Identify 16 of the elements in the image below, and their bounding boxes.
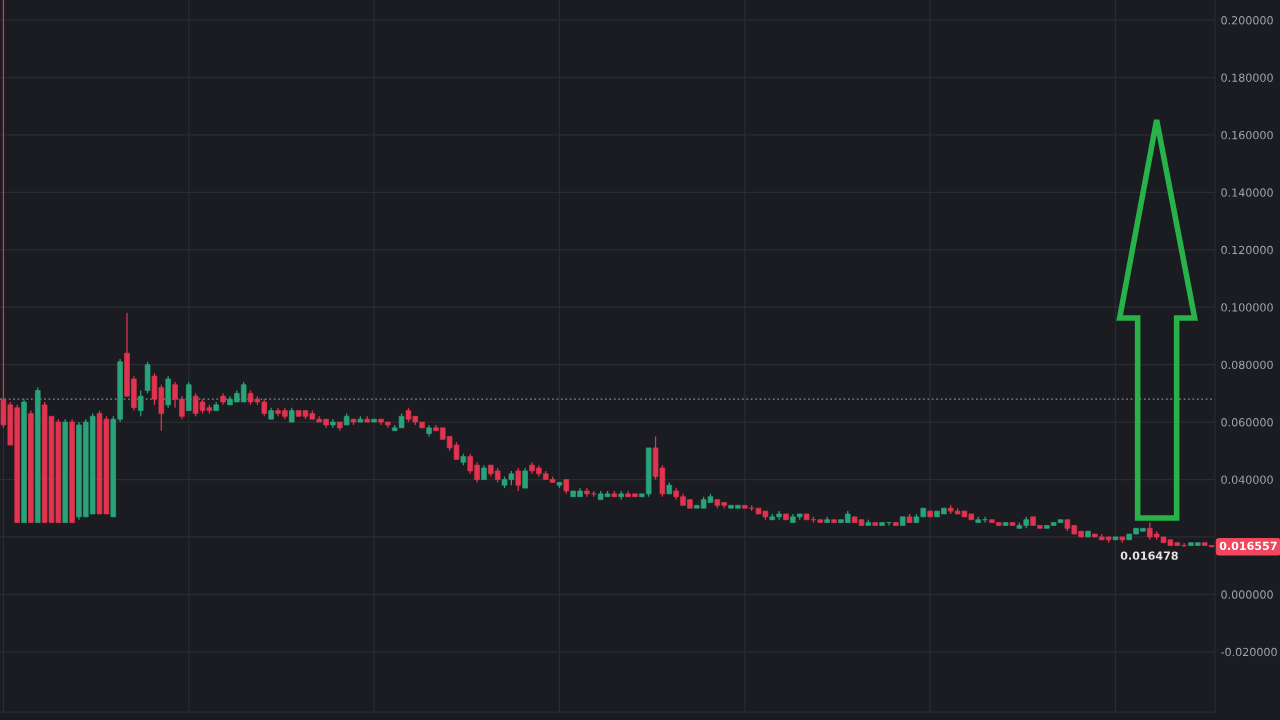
y-tick-label: 0.060000 (1221, 418, 1273, 427)
annotation: 0.016478 (1120, 551, 1178, 560)
text: 0.016557 (1219, 541, 1277, 551)
y-tick-label: 0.200000 (1221, 16, 1273, 25)
y-tick-label: 0.080000 (1221, 360, 1273, 370)
y-tick-label: -0.020000 (1221, 647, 1277, 657)
candlestick (515, 467, 522, 492)
y-tick-label: 0.160000 (1221, 130, 1273, 140)
y-tick-label: 0.120000 (1221, 245, 1273, 255)
y-tick-label: 0.000000 (1221, 590, 1273, 599)
y-tick-label: 0.100000 (1221, 303, 1273, 312)
y-tick-label: 0.140000 (1221, 188, 1273, 197)
y-tick-label: 0.040000 (1221, 475, 1273, 484)
y-tick-label: 0.180000 (1221, 73, 1273, 82)
candlestick (522, 467, 528, 489)
candlestick (137, 389, 144, 417)
